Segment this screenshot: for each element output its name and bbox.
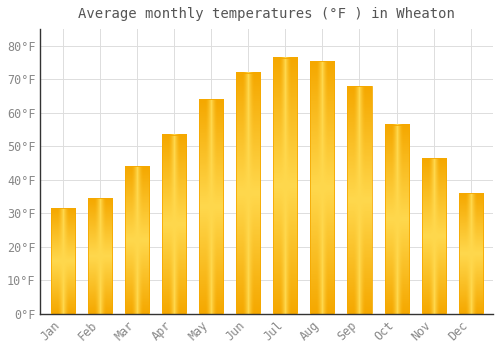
Bar: [124, 167, 149, 314]
Bar: [458, 193, 483, 314]
Bar: [310, 61, 334, 314]
Bar: [236, 72, 260, 314]
Bar: [162, 135, 186, 314]
Bar: [199, 99, 223, 314]
Bar: [273, 57, 297, 314]
Bar: [422, 158, 446, 314]
Bar: [50, 208, 74, 314]
Bar: [88, 198, 112, 314]
Title: Average monthly temperatures (°F ) in Wheaton: Average monthly temperatures (°F ) in Wh…: [78, 7, 455, 21]
Bar: [384, 125, 408, 314]
Bar: [348, 86, 372, 314]
